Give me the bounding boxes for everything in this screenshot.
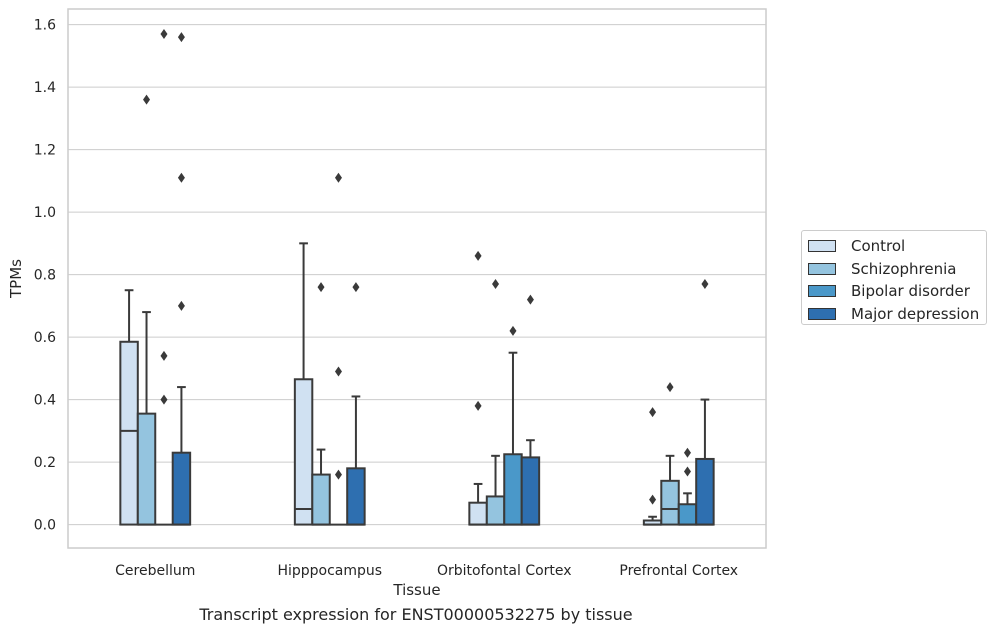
y-tick-label: 1.2 (34, 143, 56, 159)
outlier-point (177, 300, 185, 311)
outlier-point (474, 250, 482, 261)
outlier-point (160, 350, 168, 361)
outlier-point (701, 278, 709, 289)
box-bipolar-disorder (503, 453, 523, 526)
legend-swatch (808, 307, 836, 320)
chart-caption: Transcript expression for ENST0000053227… (199, 605, 633, 624)
outlier-point (177, 172, 185, 183)
legend-label: Schizophrenia (851, 259, 957, 278)
chart-legend: Control Schizophrenia Bipolar disorder Majo… (801, 230, 987, 325)
y-tick-label: 0.8 (34, 268, 56, 284)
box-major-depression (171, 451, 192, 526)
x-axis-label: Tissue (392, 581, 440, 599)
outlier-point (160, 394, 168, 405)
outlier-point (160, 28, 168, 39)
outlier-point (526, 294, 534, 305)
legend-item: Major depression (808, 303, 980, 326)
outlier-point (317, 282, 325, 293)
y-tick-label: 0.4 (34, 393, 56, 409)
outlier-point (649, 407, 657, 418)
legend-swatch (808, 262, 836, 275)
outlier-point (352, 282, 360, 293)
box-control (293, 378, 314, 526)
legend-swatch (808, 240, 836, 253)
y-tick-label: 0.6 (34, 330, 56, 346)
box-control (119, 340, 139, 526)
box-major-depression (346, 467, 366, 526)
y-tick-label: 1.4 (34, 80, 56, 96)
outlier-point (334, 172, 342, 183)
legend-swatch (808, 285, 836, 298)
plot-frame (67, 8, 767, 549)
box-schizophrenia (311, 473, 331, 526)
outlier-point (334, 469, 342, 480)
x-tick-label: Prefrontal Cortex (619, 563, 738, 579)
y-tick-label: 0.0 (34, 518, 56, 534)
outlier-point (334, 366, 342, 377)
outlier-point (143, 94, 151, 105)
legend-label: Major depression (851, 304, 980, 323)
box-schizophrenia (485, 495, 506, 526)
outlier-point (177, 32, 185, 43)
x-tick-label: Orbitofontal Cortex (437, 563, 572, 579)
y-tick-label: 0.2 (34, 455, 56, 471)
box-bipolar-disorder (677, 503, 698, 526)
outlier-point (683, 466, 691, 477)
legend-item: Schizophrenia (808, 258, 980, 281)
legend-item: Control (808, 235, 980, 258)
outlier-point (666, 382, 674, 393)
x-tick-label: Cerebellum (115, 563, 195, 579)
outlier-point (649, 494, 657, 505)
box-major-depression (695, 457, 715, 526)
y-tick-label: 1.0 (34, 205, 56, 221)
x-tick-label: Hipppocampus (277, 563, 382, 579)
outlier-point (683, 447, 691, 458)
legend-label: Control (851, 237, 906, 256)
box-schizophrenia (660, 479, 680, 526)
outlier-point (492, 278, 500, 289)
y-axis-label: TPMs (7, 259, 25, 299)
y-tick-label: 1.6 (34, 18, 56, 34)
outlier-point (509, 325, 517, 336)
box-major-depression (520, 456, 541, 526)
box-schizophrenia (136, 412, 157, 526)
legend-item: Bipolar disorder (808, 280, 980, 303)
outlier-point (474, 400, 482, 411)
legend-label: Bipolar disorder (851, 282, 970, 301)
box-control (468, 501, 488, 526)
